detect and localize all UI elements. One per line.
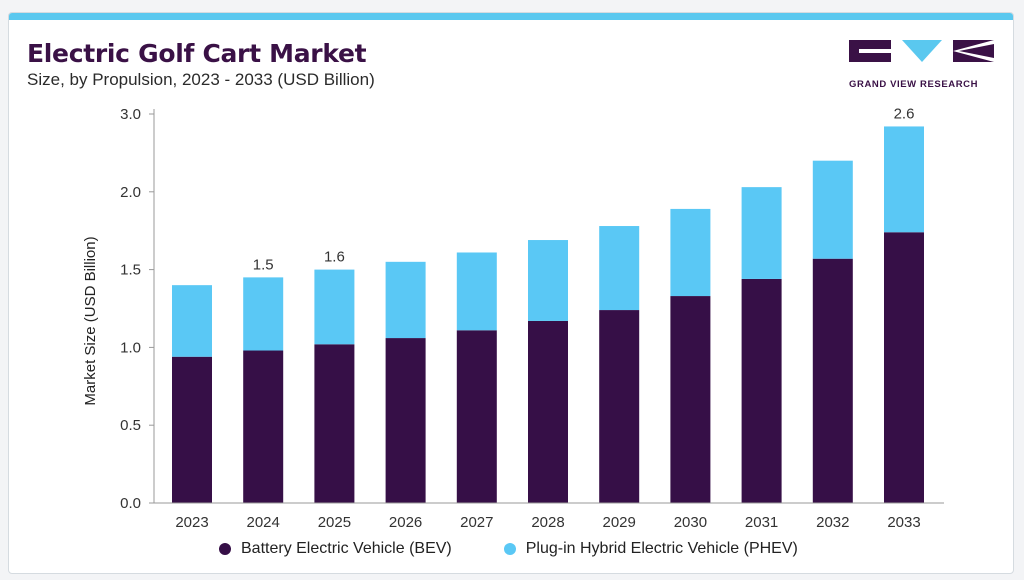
y-axis: 0.0 0.5 1.0 1.5 2.0 3.0 (120, 106, 155, 512)
x-tick-label: 2024 (247, 514, 280, 531)
chart-card: Electric Golf Cart Market Size, by Propu… (8, 12, 1014, 574)
bars (172, 126, 924, 504)
bar-phev-2033 (884, 126, 924, 233)
legend-label-phev: Plug-in Hybrid Electric Vehicle (PHEV) (525, 540, 798, 557)
data-label-2025: 1.6 (324, 249, 345, 266)
x-tick-label: 2032 (816, 514, 849, 531)
y-tick-label: 1.5 (120, 262, 141, 279)
logo-mark-icon (849, 40, 994, 62)
accent-bar (9, 13, 1013, 20)
x-tick-label: 2029 (603, 514, 636, 531)
bar-phev-2031 (741, 187, 782, 279)
bar-phev-2029 (599, 226, 640, 311)
bar-phev-2030 (670, 208, 711, 297)
x-axis: 2023 2024 2025 2026 2027 2028 2029 2030 2031 2032… (154, 502, 944, 531)
x-tick-label: 2033 (887, 514, 920, 531)
bar-bev-2027 (456, 330, 497, 503)
bar-bev-2031 (741, 278, 782, 503)
bar-bev-2029 (599, 310, 640, 503)
stacked-bar-chart: 0.00.51.01.52.03.0 2023 2024 2025 2026 2027 2… (82, 105, 944, 531)
chart-subtitle: Size, by Propulsion, 2023 - 2033 (USD Bi… (27, 70, 375, 89)
bar-bev-2028 (528, 320, 568, 503)
bar-bev-2023 (172, 356, 212, 503)
x-tick-label: 2027 (460, 514, 493, 531)
data-labels: 1.5 1.6 2.6 (253, 105, 915, 273)
bar-bev-2030 (670, 296, 711, 503)
bar-bev-2026 (385, 338, 426, 503)
legend-item-bev: Battery Electric Vehicle (BEV) (219, 540, 452, 558)
bar-phev-2024 (243, 277, 284, 351)
bar-bev-2024 (243, 350, 284, 503)
legend: Battery Electric Vehicle (BEV) Plug-in H… (219, 540, 798, 558)
bar-phev-2026 (385, 261, 426, 339)
y-tick-label: 3.0 (120, 106, 141, 123)
y-tick-label: 2.0 (120, 184, 141, 201)
x-tick-label: 2023 (175, 514, 208, 531)
x-tick-label: 2026 (389, 514, 422, 531)
chart-title: Electric Golf Cart Market (27, 39, 367, 68)
grand-view-research-logo: GRAND VIEW RESEARCH (849, 40, 994, 90)
legend-swatch-bev (219, 543, 231, 555)
y-tick-label: 0.5 (120, 417, 141, 434)
y-axis-title: Market Size (USD Billion) (82, 236, 99, 405)
legend-item-phev: Plug-in Hybrid Electric Vehicle (PHEV) (503, 540, 798, 558)
y-tick-label: 1.0 (120, 339, 141, 356)
x-tick-label: 2025 (318, 514, 351, 531)
logo-text: GRAND VIEW RESEARCH (849, 79, 979, 90)
bar-phev-2023 (172, 285, 212, 357)
bar-phev-2028 (528, 240, 568, 321)
x-tick-label: 2028 (531, 514, 564, 531)
bar-bev-2032 (812, 258, 853, 503)
data-label-2033: 2.6 (894, 105, 915, 122)
y-tick-label: 0.0 (120, 495, 141, 512)
data-label-2024: 1.5 (253, 256, 274, 273)
bar-phev-2025 (314, 269, 355, 345)
bar-bev-2033 (884, 232, 924, 504)
x-tick-label: 2030 (674, 514, 707, 531)
bar-bev-2025 (314, 344, 355, 503)
legend-swatch-phev (503, 543, 516, 555)
legend-label-bev: Battery Electric Vehicle (BEV) (241, 540, 452, 557)
x-tick-label: 2031 (745, 514, 778, 531)
bar-phev-2032 (812, 160, 853, 259)
bar-phev-2027 (456, 252, 497, 331)
